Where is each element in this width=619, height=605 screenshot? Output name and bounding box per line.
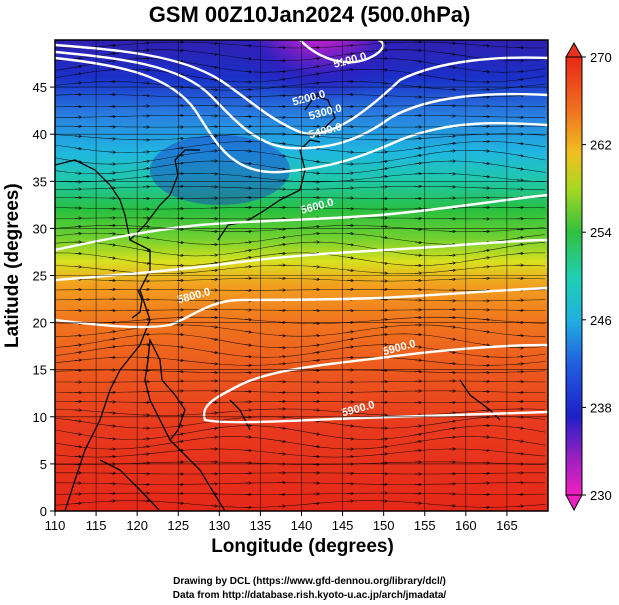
y-tick-label-20: 20 — [33, 316, 47, 331]
x-tick-label-160: 160 — [455, 518, 477, 533]
colorbar-body — [565, 56, 583, 496]
x-tick-label-140: 140 — [291, 518, 313, 533]
x-tick-label-165: 165 — [496, 518, 518, 533]
x-axis-label: Longitude (degrees) — [211, 536, 394, 557]
x-tick-label-135: 135 — [250, 518, 272, 533]
y-tick-label-0: 0 — [40, 504, 47, 519]
x-tick-label-150: 150 — [373, 518, 395, 533]
x-tick-label-120: 120 — [126, 518, 148, 533]
colorbar-label-230: 230 — [590, 488, 612, 503]
x-tick-label-145: 145 — [332, 518, 354, 533]
colorbar-top-arrow — [565, 41, 583, 58]
credit-dcl: Drawing by DCL (https://www.gfd-dennou.o… — [173, 576, 446, 587]
y-tick-label-40: 40 — [33, 127, 47, 142]
y-tick-label-45: 45 — [33, 80, 47, 95]
x-tick-label-155: 155 — [414, 518, 436, 533]
y-tick-label-10: 10 — [33, 410, 47, 425]
colorbar-label-270: 270 — [590, 50, 612, 65]
x-tick-label-110: 110 — [45, 518, 66, 533]
x-tick-label-130: 130 — [208, 518, 230, 533]
colorbar-label-254: 254 — [590, 225, 612, 240]
y-tick-label-25: 25 — [33, 269, 47, 284]
credit-data-source: Data from http://database.rish.kyoto-u.a… — [172, 590, 447, 601]
cold-pool-japan-sea — [150, 135, 290, 205]
colorbar-bottom-arrow — [565, 494, 583, 512]
wind-streamlines — [55, 42, 546, 507]
chart-title: GSM 00Z10Jan2024 (500.0hPa) — [148, 2, 471, 27]
colorbar-label-262: 262 — [590, 138, 612, 153]
colorbar-label-246: 246 — [590, 313, 612, 328]
x-tick-label-115: 115 — [86, 518, 107, 533]
y-tick-label-15: 15 — [33, 363, 47, 378]
lat-lon-grid — [54, 40, 548, 512]
cold-low-core — [235, 40, 405, 115]
y-tick-label-35: 35 — [33, 174, 47, 189]
coastline — [55, 95, 501, 511]
y-tick-label-5: 5 — [40, 457, 47, 472]
x-tick-label-125: 125 — [167, 518, 189, 533]
colorbar: 270 262 254 246 238 230 — [565, 41, 612, 512]
y-tick-label-30: 30 — [33, 221, 47, 236]
colorbar-label-238: 238 — [590, 400, 612, 415]
